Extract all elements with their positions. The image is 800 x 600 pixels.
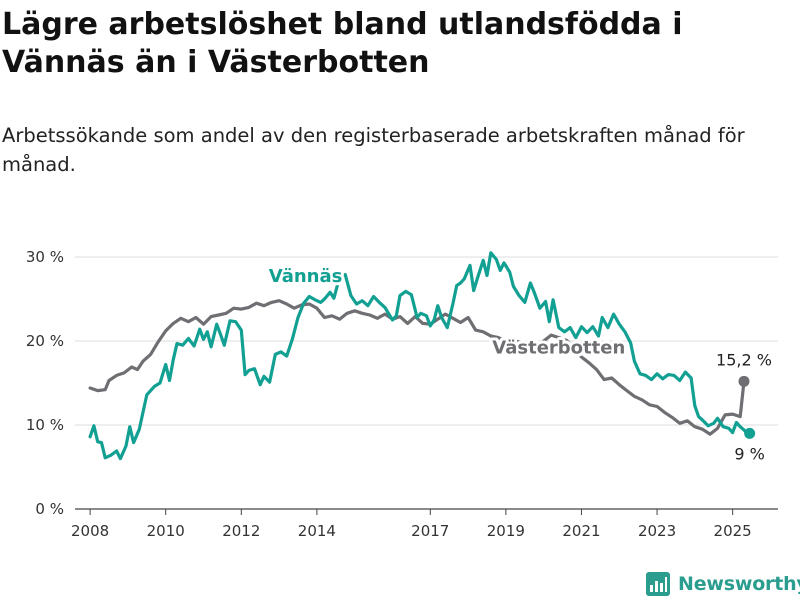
series-label-vännäs: Vännäs [269,266,343,287]
x-tick-label: 2014 [298,522,336,540]
series-line-västerbotten [88,299,746,436]
x-axis: 2008 2010 2012 2014 2017 2019 2021 2023 2025 [71,509,752,540]
series-line-vännäs [88,251,752,461]
chart-title: Lägre arbetslöshet bland utlandsfödda i … [2,7,683,80]
x-tick-label: 2008 [71,522,109,540]
x-tick-label: 2010 [147,522,185,540]
gridlines [75,256,778,510]
newsworthy-logo-icon [646,572,670,596]
x-tick-label: 2019 [487,522,525,540]
y-tick-label: 0 % [35,500,64,518]
brand-name: Newsworthy [678,573,800,595]
y-tick-label: 30 % [26,248,64,266]
end-value-vännäs: 9 % [734,444,764,463]
x-tick-label: 2025 [714,522,752,540]
end-marker-västerbotten [738,375,750,387]
series-label-västerbotten-halo: Västerbotten [492,338,625,359]
x-tick-label: 2023 [638,522,676,540]
brand-footer[interactable]: Newsworthy [646,571,800,597]
chart-subtitle: Arbetssökande som andel av den registerb… [2,124,745,176]
end-value-västerbotten-halo: 15,2 % [716,350,772,369]
end-value-västerbotten: 15,2 % [716,350,772,369]
x-tick-label: 2021 [562,522,600,540]
series-lines [88,251,752,461]
x-tick-label: 2012 [222,522,260,540]
end-marker-vännäs [744,427,756,439]
x-tick-label: 2017 [411,522,449,540]
series-label-vännäs-halo: Vännäs [269,266,343,287]
y-axis: 0 % 10 % 20 % 30 % [26,248,64,518]
series-label-västerbotten: Västerbotten [492,338,625,359]
y-tick-label: 10 % [26,416,64,434]
end-value-vännäs-halo: 9 % [734,444,764,463]
y-tick-label: 20 % [26,332,64,350]
